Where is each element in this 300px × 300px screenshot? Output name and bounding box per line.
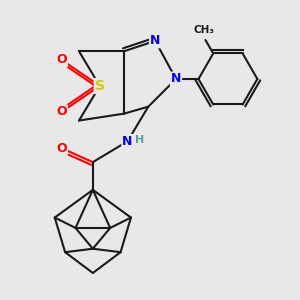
Text: S: S (95, 79, 105, 93)
Text: N: N (150, 34, 160, 47)
Text: CH₃: CH₃ (193, 25, 214, 35)
Text: O: O (56, 105, 67, 119)
Text: O: O (56, 53, 67, 66)
Text: N: N (122, 135, 133, 148)
Text: N: N (171, 73, 181, 85)
Text: H: H (135, 135, 144, 145)
Text: O: O (56, 142, 67, 155)
